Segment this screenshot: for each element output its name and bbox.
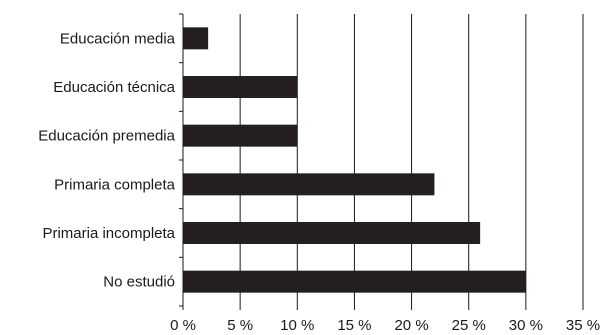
category-label: Primaria completa xyxy=(54,176,176,193)
x-tick-label: 5 % xyxy=(227,317,253,334)
bars xyxy=(183,27,526,293)
x-tick-label: 10 % xyxy=(280,317,314,334)
category-label: No estudió xyxy=(103,274,175,291)
category-label: Educación media xyxy=(60,30,176,47)
x-tick-label: 20 % xyxy=(394,317,428,334)
category-label: Educación premedia xyxy=(38,128,175,145)
bar-3 xyxy=(183,124,298,147)
axes xyxy=(179,13,584,310)
bar-6 xyxy=(183,270,526,293)
x-tick-label: 25 % xyxy=(452,317,486,334)
x-tick-label: 0 % xyxy=(170,317,196,334)
x-tick-label: 35 % xyxy=(566,317,600,334)
bar-2 xyxy=(183,76,298,98)
bar-5 xyxy=(183,222,481,244)
vertical-gridlines xyxy=(239,14,584,306)
category-label: Educación técnica xyxy=(53,79,175,96)
x-tick-labels: 0 % 5 % 10 % 15 % 20 % 25 % 30 % 35 % xyxy=(170,317,600,334)
bar-1 xyxy=(183,27,209,50)
bar-4 xyxy=(183,173,435,196)
category-label: Primaria incompleta xyxy=(42,225,175,242)
category-labels: Educación media Educación técnica Educació… xyxy=(38,30,175,290)
x-tick-label: 30 % xyxy=(509,317,543,334)
x-tick-label: 15 % xyxy=(337,317,371,334)
